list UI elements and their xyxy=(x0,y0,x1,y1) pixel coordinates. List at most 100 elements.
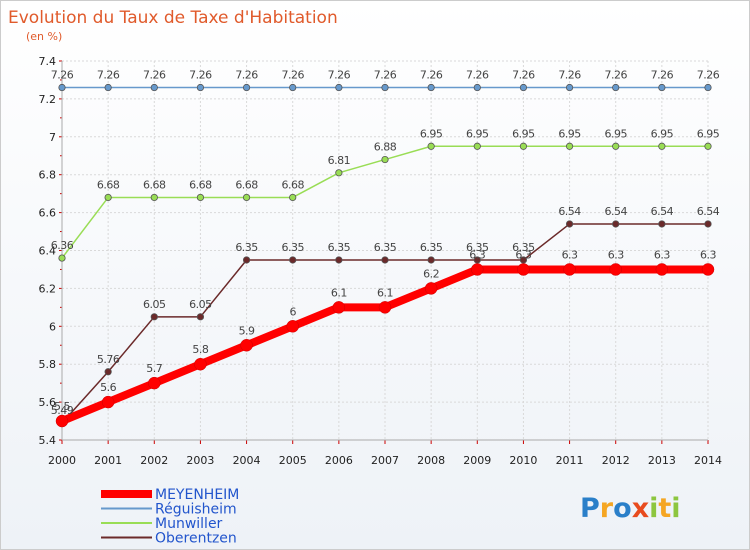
data-point xyxy=(655,263,669,276)
data-point xyxy=(519,142,528,150)
data-label: 7.26 xyxy=(143,69,166,82)
data-label: 6.68 xyxy=(97,178,120,191)
data-label: 5.5 xyxy=(54,400,70,413)
data-label: 6.95 xyxy=(512,127,535,140)
data-point xyxy=(424,282,438,295)
data-label: 6.35 xyxy=(235,241,258,254)
chart-title: Evolution du Taux de Taxe d'Habitation xyxy=(8,8,338,28)
data-label: 6.68 xyxy=(143,178,166,191)
x-tick-label: 2004 xyxy=(233,454,261,467)
data-point xyxy=(55,414,69,428)
data-label: 6.95 xyxy=(604,127,627,140)
data-point xyxy=(612,83,620,92)
x-tick-label: 2009 xyxy=(463,454,491,467)
data-label: 6.1 xyxy=(331,286,347,299)
data-point xyxy=(427,83,435,92)
data-point xyxy=(240,339,253,352)
data-point xyxy=(58,254,66,262)
data-label: 6.3 xyxy=(608,248,624,261)
data-point xyxy=(150,83,158,92)
data-point xyxy=(242,256,251,264)
data-label: 7.26 xyxy=(512,69,535,82)
y-tick-label: 6 xyxy=(49,320,56,333)
legend-entry: Oberentzen xyxy=(155,531,237,547)
data-label: 6.54 xyxy=(604,205,627,218)
x-tick-label: 2012 xyxy=(602,454,630,467)
data-point xyxy=(335,169,343,177)
y-tick-label: 5.4 xyxy=(39,434,57,447)
data-label: 7.26 xyxy=(281,69,304,82)
data-label: 6.3 xyxy=(700,248,716,261)
data-point xyxy=(104,193,112,202)
data-label: 6.95 xyxy=(558,127,581,140)
x-tick-label: 2008 xyxy=(417,454,445,467)
data-label: 7.26 xyxy=(466,69,489,82)
axes: 5.4 5.6 5.8 6 6.2 6.4 6.6 6.8 7 7.2 7.4 2000 2001 200… xyxy=(39,55,723,467)
data-point xyxy=(335,83,343,92)
y-tick-label: 6.4 xyxy=(39,245,57,258)
data-point xyxy=(242,193,251,202)
data-label: 5.76 xyxy=(97,353,120,366)
data-point xyxy=(194,357,207,371)
data-point xyxy=(289,193,297,202)
y-tick-label: 6.2 xyxy=(39,282,57,295)
series xyxy=(55,83,715,428)
x-tick-label: 2014 xyxy=(694,454,722,467)
data-label: 6.05 xyxy=(143,298,166,311)
data-label: 7.26 xyxy=(651,69,674,82)
data-label: 5.9 xyxy=(239,324,255,337)
x-tick-label: 2006 xyxy=(325,454,353,467)
data-label: 6.68 xyxy=(281,178,304,191)
data-point xyxy=(473,256,481,264)
data-label: 6.35 xyxy=(281,241,304,254)
legend-entry: Munwiller xyxy=(155,516,223,532)
proxiti-logo: Proxiti xyxy=(580,493,681,524)
x-tick-label: 2007 xyxy=(371,454,399,467)
data-point xyxy=(148,376,161,390)
data-label: 6.35 xyxy=(420,241,443,254)
data-point xyxy=(565,142,574,150)
data-label: 7.26 xyxy=(697,69,720,82)
data-point xyxy=(612,220,620,228)
data-point xyxy=(104,83,112,92)
data-label: 6.2 xyxy=(423,267,439,280)
data-label: 6.35 xyxy=(374,241,397,254)
y-tick-label: 6.6 xyxy=(39,207,57,220)
legend-entry: Réguisheim xyxy=(155,502,237,518)
data-point xyxy=(565,220,574,228)
data-label: 6.3 xyxy=(562,248,578,261)
y-tick-label: 7.4 xyxy=(39,55,57,68)
data-point xyxy=(332,301,346,314)
data-point xyxy=(427,142,435,150)
data-label: 6.35 xyxy=(466,241,489,254)
data-point xyxy=(289,83,297,92)
x-tick-label: 2010 xyxy=(509,454,537,467)
y-tick-label: 6.8 xyxy=(39,169,57,182)
data-label: 7.26 xyxy=(558,69,581,82)
data-point xyxy=(658,142,666,150)
data-point xyxy=(471,263,484,276)
data-label: 6.95 xyxy=(466,127,489,140)
data-point xyxy=(519,83,528,92)
data-label: 5.7 xyxy=(146,362,162,375)
x-tick-label: 2005 xyxy=(279,454,307,467)
data-label: 6.81 xyxy=(328,154,351,167)
y-tick-label: 7.2 xyxy=(39,93,57,106)
data-point xyxy=(58,83,66,92)
data-label: 7.26 xyxy=(97,69,120,82)
data-label: 6.05 xyxy=(189,298,212,311)
x-tick-label: 2013 xyxy=(648,454,676,467)
data-point xyxy=(150,313,158,321)
data-label: 7.26 xyxy=(374,69,397,82)
data-label: 6.95 xyxy=(651,127,674,140)
data-label: 5.6 xyxy=(100,381,116,394)
data-point xyxy=(609,263,622,276)
data-label: 6.3 xyxy=(515,248,531,261)
data-point xyxy=(286,320,299,333)
data-point xyxy=(565,83,574,92)
data-label: 6.88 xyxy=(374,141,397,154)
y-tick-label: 5.8 xyxy=(39,358,57,371)
